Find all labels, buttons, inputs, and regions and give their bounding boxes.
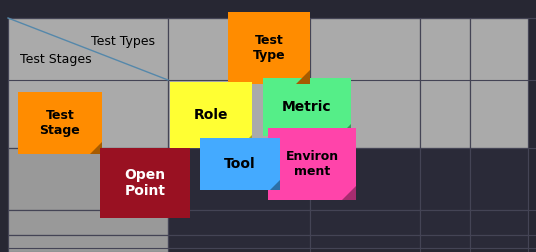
Bar (420, 148, 470, 210)
Bar (8, 18, 168, 148)
Bar (228, 12, 310, 84)
Bar (470, 18, 528, 148)
Polygon shape (341, 186, 356, 200)
Text: Open
Point: Open Point (124, 168, 166, 198)
Polygon shape (339, 124, 351, 136)
Bar (263, 78, 351, 136)
Bar (310, 235, 420, 248)
Text: Metric: Metric (282, 100, 332, 114)
Bar (170, 82, 252, 148)
Bar (168, 235, 310, 248)
Bar (470, 148, 528, 210)
Polygon shape (295, 70, 310, 84)
Bar (200, 138, 280, 190)
Text: Environ
ment: Environ ment (286, 150, 339, 178)
Bar (168, 148, 310, 210)
Text: Test
Stage: Test Stage (40, 109, 80, 137)
Bar (18, 92, 102, 154)
Text: Test
Type: Test Type (252, 34, 285, 62)
Bar (310, 18, 420, 148)
Text: Tool: Tool (224, 157, 256, 171)
Bar (100, 148, 190, 218)
Bar (0, 0, 536, 18)
Bar (168, 18, 310, 148)
Bar (8, 210, 168, 235)
Bar (420, 235, 470, 248)
Text: Test Stages: Test Stages (20, 53, 92, 67)
Bar (420, 210, 470, 235)
Polygon shape (90, 142, 102, 154)
Polygon shape (270, 180, 280, 190)
Bar (8, 148, 168, 210)
Polygon shape (239, 135, 252, 148)
Bar (420, 18, 470, 148)
Bar (470, 210, 528, 235)
Text: Role: Role (193, 108, 228, 122)
Bar (470, 235, 528, 248)
Text: Test Types: Test Types (91, 36, 155, 48)
Bar (8, 235, 168, 252)
Bar (310, 148, 420, 210)
Bar (268, 128, 356, 200)
Bar (168, 210, 310, 235)
Bar (310, 210, 420, 235)
